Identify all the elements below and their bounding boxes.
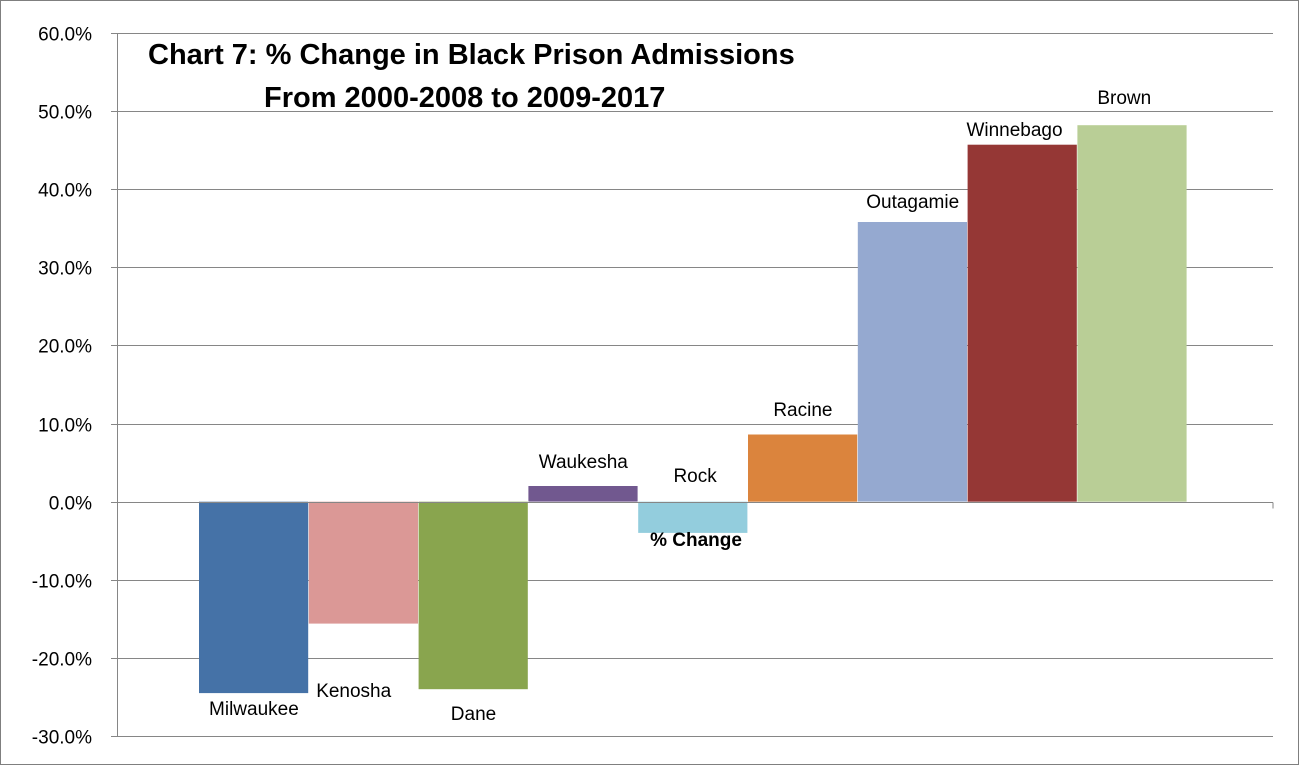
series-name-label: % Change: [650, 530, 742, 551]
bars: [199, 125, 1187, 694]
y-tick-label: 10.0%: [38, 416, 92, 437]
axes: [111, 33, 1274, 737]
y-tick-label: -10.0%: [32, 572, 92, 593]
bar-outagamie: [857, 222, 967, 502]
y-tick-label: -20.0%: [32, 650, 92, 671]
bar-kenosha: [308, 501, 418, 624]
y-tick-label: 30.0%: [38, 259, 92, 280]
category-label-milwaukee: Milwaukee: [209, 699, 299, 720]
bar-dane: [418, 501, 528, 690]
category-label-kenosha: Kenosha: [316, 681, 391, 702]
category-label-brown: Brown: [1097, 88, 1151, 109]
bar-racine: [748, 434, 858, 502]
y-tick-label: 50.0%: [38, 103, 92, 124]
category-label-racine: Racine: [773, 400, 832, 421]
category-label-rock: Rock: [673, 466, 717, 487]
y-tick-label: -30.0%: [32, 728, 92, 749]
category-labels: Milwaukee Kenosha Dane Waukesha Rock Racine Ou…: [209, 88, 1151, 725]
category-label-outagamie: Outagamie: [866, 192, 959, 213]
bar-brown: [1077, 125, 1187, 502]
y-tick-label: 40.0%: [38, 181, 92, 202]
y-tick-label: 0.0%: [49, 494, 92, 515]
category-label-dane: Dane: [451, 704, 496, 725]
bar-milwaukee: [199, 501, 309, 694]
chart-subtitle: From 2000-2008 to 2009-2017: [264, 82, 665, 114]
bar-waukesha: [528, 486, 638, 502]
y-tick-label: 60.0%: [38, 25, 92, 46]
y-tick-label: 20.0%: [38, 337, 92, 358]
chart-title: Chart 7: % Change in Black Prison Admiss…: [148, 39, 795, 71]
bar-winnebago: [967, 144, 1077, 502]
bar-rock: [638, 501, 748, 533]
category-label-waukesha: Waukesha: [539, 452, 628, 473]
category-label-winnebago: Winnebago: [966, 120, 1062, 141]
y-axis-tick-labels: -30.0% -20.0% -10.0% 0.0% 10.0% 20.0% 30.0% 40.…: [32, 25, 92, 749]
